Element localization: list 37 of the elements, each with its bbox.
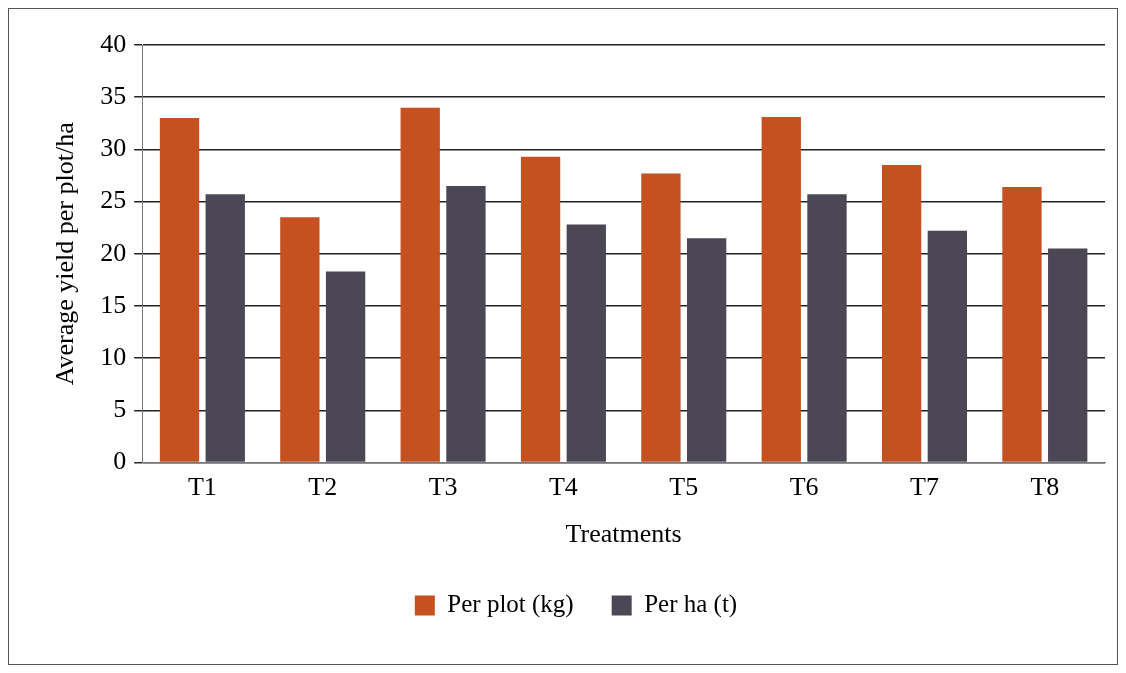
y-tick-label: 10 [100, 342, 127, 372]
y-axis-title: Average yield per plot/ha [50, 121, 80, 386]
bar [446, 185, 486, 462]
y-tick-label: 25 [100, 185, 127, 215]
y-tick-label: 40 [100, 28, 127, 58]
bar [1002, 186, 1042, 462]
y-tick-label: 35 [100, 81, 127, 111]
y-tick-label: 30 [100, 133, 127, 163]
bar [686, 238, 727, 462]
bar [566, 224, 606, 462]
bar [400, 107, 440, 462]
x-axis-title: Treatments [565, 519, 682, 549]
x-tick-label: T4 [548, 472, 578, 502]
bar [205, 194, 245, 462]
x-tick-label: T1 [187, 472, 217, 502]
x-tick-label: T6 [789, 472, 819, 502]
bar [927, 230, 968, 462]
legend-label: Per ha (t) [644, 590, 738, 619]
bar [761, 117, 801, 462]
x-tick-label: T7 [910, 472, 939, 502]
x-tick-label: T8 [1030, 472, 1060, 502]
y-tick-label: 5 [113, 394, 127, 424]
y-tick-label: 15 [100, 289, 127, 319]
bar [520, 156, 561, 462]
bar [280, 217, 320, 462]
y-tick-label: 20 [100, 237, 127, 267]
y-tick-label: 0 [113, 446, 127, 476]
bar [325, 271, 366, 462]
legend-label: Per plot (kg) [447, 590, 574, 619]
bar [159, 118, 200, 462]
bar [1048, 248, 1088, 462]
x-tick-label: T2 [308, 472, 338, 502]
bar [881, 165, 922, 462]
bar [641, 173, 681, 462]
x-tick-label: T3 [428, 472, 458, 502]
x-tick-label: T5 [669, 472, 699, 502]
bar [807, 194, 847, 462]
